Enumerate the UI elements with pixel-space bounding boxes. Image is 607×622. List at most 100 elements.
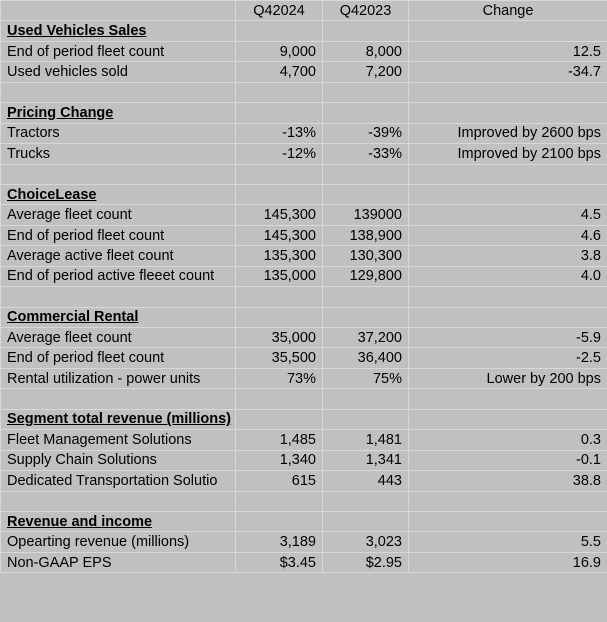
section-title: Revenue and income — [0, 510, 236, 533]
row-label: Average fleet count — [0, 326, 236, 349]
value-cell: -2.5 — [408, 347, 607, 369]
row-label: Rental utilization - power units — [0, 367, 236, 390]
cell — [408, 163, 607, 185]
row-label: Supply Chain Solutions — [0, 449, 236, 472]
value-cell: 75% — [322, 367, 409, 390]
row: Q42024 Q42023 Change — [0, 0, 607, 22]
value-cell: 1,341 — [322, 449, 409, 472]
row: Used vehicles sold 4,700 7,200 -34.7 — [0, 61, 607, 83]
value-cell: 16.9 — [408, 551, 607, 574]
value-cell: 35,500 — [235, 347, 323, 369]
cell — [235, 388, 323, 410]
value-cell: 138,900 — [322, 224, 409, 247]
value-cell: 443 — [322, 470, 409, 492]
value-cell: Improved by 2100 bps — [408, 143, 607, 165]
cell — [408, 81, 607, 104]
row: Trucks -12% -33% Improved by 2100 bps — [0, 143, 607, 165]
cell — [235, 286, 323, 308]
cell — [408, 20, 607, 42]
value-cell: -34.7 — [408, 61, 607, 83]
row — [0, 490, 607, 512]
value-cell: 3,189 — [235, 531, 323, 553]
row-label: Used vehicles sold — [0, 61, 236, 83]
cell — [235, 490, 323, 512]
row — [0, 81, 607, 104]
value-cell: Lower by 200 bps — [408, 367, 607, 390]
value-cell: 0.3 — [408, 429, 607, 451]
value-cell: $3.45 — [235, 551, 323, 574]
value-cell: 1,485 — [235, 429, 323, 451]
value-cell: 73% — [235, 367, 323, 390]
value-cell: 8,000 — [322, 40, 409, 63]
value-cell: $2.95 — [322, 551, 409, 574]
table: Q42024 Q42023 Change Used Vehicles Sales End… — [0, 0, 607, 574]
row: Opearting revenue (millions) 3,189 3,023 5.… — [0, 531, 607, 553]
value-cell: -39% — [322, 122, 409, 145]
value-cell: 129,800 — [322, 265, 409, 288]
cell — [408, 510, 607, 533]
value-cell: Improved by 2600 bps — [408, 122, 607, 145]
cell — [235, 81, 323, 104]
row: End of period fleet count 145,300 138,900 4… — [0, 224, 607, 247]
value-cell: 38.8 — [408, 470, 607, 492]
cell — [322, 102, 409, 124]
value-cell: 135,300 — [235, 245, 323, 267]
section-title: Segment total revenue (millions) — [0, 408, 236, 431]
cell — [235, 183, 323, 206]
row: End of period fleet count 9,000 8,000 12.5 — [0, 40, 607, 63]
spreadsheet: Q42024 Q42023 Change Used Vehicles Sales End… — [0, 0, 607, 574]
row-label: Non-GAAP EPS — [0, 551, 236, 574]
cell — [408, 306, 607, 329]
value-cell: -5.9 — [408, 326, 607, 349]
value-cell: -33% — [322, 143, 409, 165]
row-label: Fleet Management Solutions — [0, 429, 236, 451]
row: Tractors -13% -39% Improved by 2600 bps — [0, 122, 607, 145]
value-cell: 3,023 — [322, 531, 409, 553]
row: Rental utilization - power units 73% 75% Lo… — [0, 367, 607, 390]
row-label: End of period fleet count — [0, 224, 236, 247]
cell — [0, 0, 236, 22]
cell — [235, 163, 323, 185]
row-label: Tractors — [0, 122, 236, 145]
row: ChoiceLease — [0, 183, 607, 206]
value-cell: 145,300 — [235, 204, 323, 226]
value-cell: 12.5 — [408, 40, 607, 63]
section-title: Commercial Rental — [0, 306, 236, 329]
cell — [408, 183, 607, 206]
row: Fleet Management Solutions 1,485 1,481 0.3 — [0, 429, 607, 451]
cell — [322, 490, 409, 512]
row-label: End of period fleet count — [0, 347, 236, 369]
row: Non-GAAP EPS $3.45 $2.95 16.9 — [0, 551, 607, 574]
row — [0, 388, 607, 410]
row: End of period active fleeet count 135,000… — [0, 265, 607, 288]
row — [0, 286, 607, 308]
cell — [322, 163, 409, 185]
section-title: Used Vehicles Sales — [0, 20, 236, 42]
row: Average fleet count 35,000 37,200 -5.9 — [0, 326, 607, 349]
cell — [322, 388, 409, 410]
cell — [0, 490, 236, 512]
value-cell: -12% — [235, 143, 323, 165]
cell — [235, 306, 323, 329]
value-cell: 139000 — [322, 204, 409, 226]
column-header: Q42023 — [322, 0, 409, 22]
cell — [235, 510, 323, 533]
value-cell: 4.5 — [408, 204, 607, 226]
value-cell: 35,000 — [235, 326, 323, 349]
row-label: Average active fleet count — [0, 245, 236, 267]
cell — [322, 183, 409, 206]
cell — [235, 102, 323, 124]
cell — [408, 102, 607, 124]
row: Supply Chain Solutions 1,340 1,341 -0.1 — [0, 449, 607, 472]
row: Segment total revenue (millions) — [0, 408, 607, 431]
row-label: Dedicated Transportation Solutio — [0, 470, 236, 492]
cell — [235, 20, 323, 42]
value-cell: -13% — [235, 122, 323, 145]
cell — [235, 408, 323, 431]
row: End of period fleet count 35,500 36,400 -2.… — [0, 347, 607, 369]
cell — [322, 81, 409, 104]
row-label: Opearting revenue (millions) — [0, 531, 236, 553]
value-cell: 5.5 — [408, 531, 607, 553]
row: Used Vehicles Sales — [0, 20, 607, 42]
row: Pricing Change — [0, 102, 607, 124]
